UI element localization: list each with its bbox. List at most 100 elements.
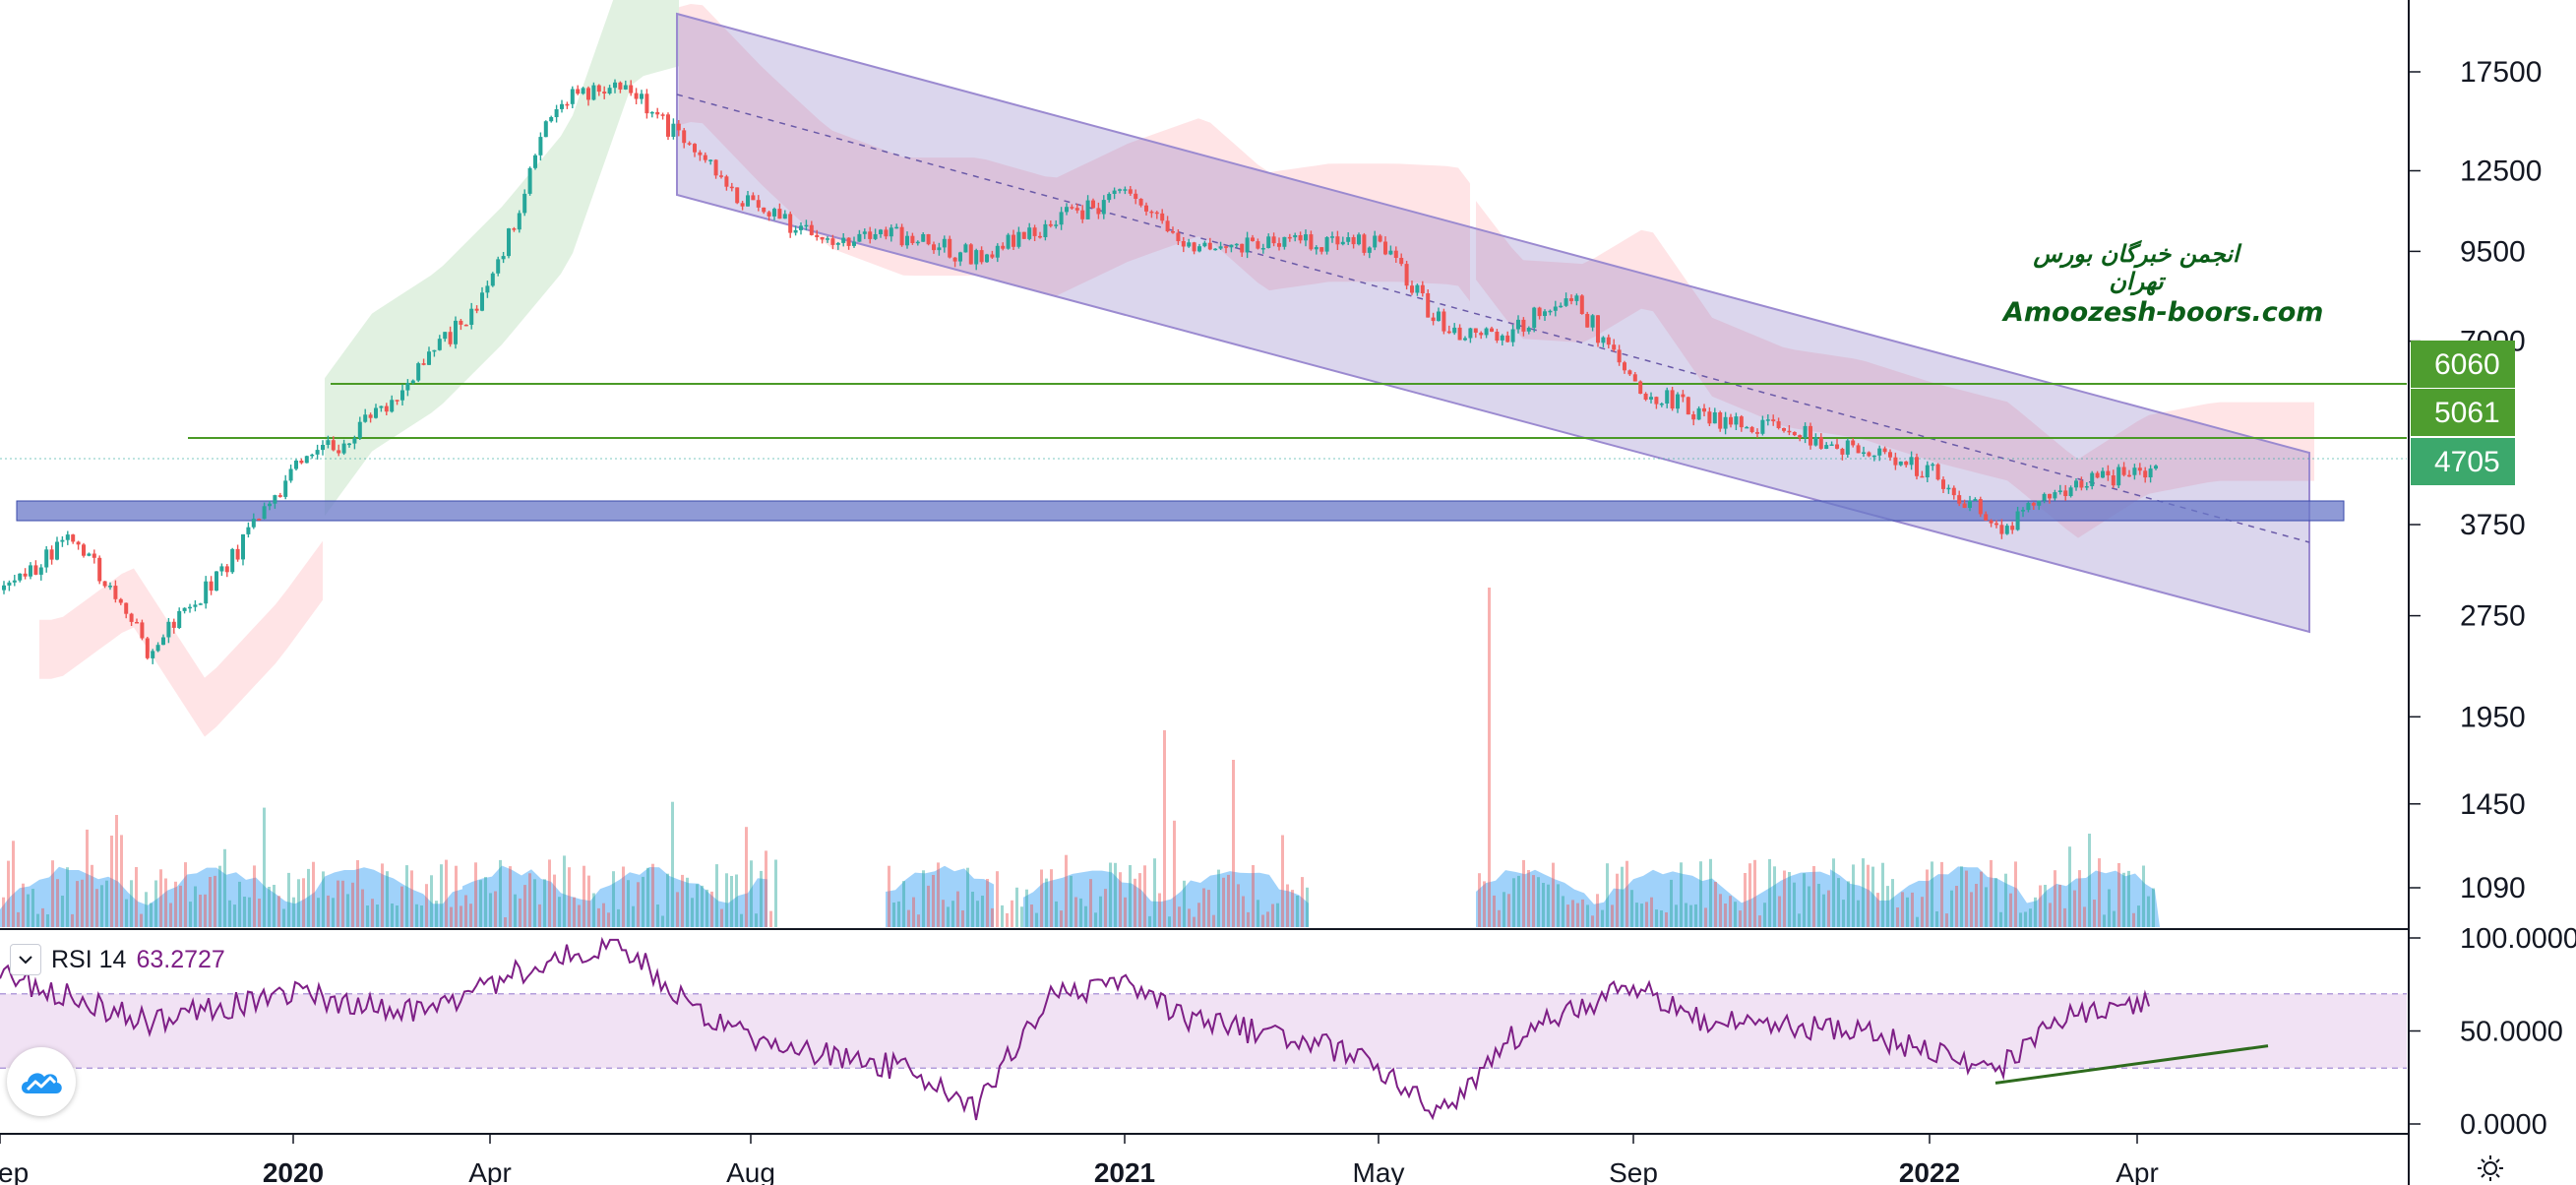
- volume-bars: [2, 588, 2155, 927]
- volume-bar: [204, 894, 207, 927]
- candle-body: [1118, 189, 1122, 191]
- volume-bar: [646, 867, 649, 927]
- candle-body: [1335, 236, 1340, 245]
- gear-icon[interactable]: [2474, 1154, 2507, 1183]
- volume-bar: [1916, 916, 1919, 927]
- rsi-divergence-line[interactable]: [1994, 1044, 2269, 1085]
- candle-body: [1877, 448, 1882, 456]
- volume-bar: [2093, 900, 2096, 927]
- tradingview-cloud-icon[interactable]: [7, 1047, 76, 1116]
- candle-body: [443, 332, 448, 340]
- candle-body: [830, 238, 835, 245]
- volume-bar: [2132, 912, 2135, 927]
- volume-bar: [135, 867, 138, 927]
- volume-bar: [730, 876, 733, 927]
- candle-body: [841, 237, 846, 243]
- time-axis-label: Sep: [1609, 1157, 1658, 1185]
- candle-body: [1532, 307, 1537, 329]
- candle-body: [60, 539, 65, 542]
- volume-bar: [332, 898, 335, 927]
- volume-bar: [902, 881, 905, 927]
- volume-bar: [1134, 878, 1136, 927]
- candle-body: [1643, 394, 1648, 400]
- candle-body: [1282, 236, 1287, 247]
- candle-body: [257, 519, 262, 521]
- descending-channel[interactable]: [676, 12, 2310, 634]
- volume-bar: [469, 904, 472, 927]
- volume-bar: [1960, 866, 1963, 927]
- candle-body: [1351, 237, 1356, 245]
- volume-bar: [691, 898, 694, 927]
- volume-bar: [932, 875, 935, 927]
- volume-bar: [371, 899, 374, 927]
- candle-body: [1798, 435, 1803, 438]
- volume-bar: [892, 903, 895, 927]
- volume-bar: [86, 829, 89, 927]
- time-axis-label: 2021: [1094, 1157, 1155, 1185]
- candle-body: [560, 103, 564, 109]
- candle-body: [1096, 208, 1101, 215]
- volume-bar: [2117, 863, 2120, 927]
- candle-body: [379, 405, 384, 408]
- horizontal-levels[interactable]: [0, 383, 2407, 460]
- volume-bar: [563, 855, 566, 927]
- volume-bar: [1537, 877, 1540, 927]
- candle-body: [640, 94, 644, 99]
- support-zone-rect[interactable]: [16, 500, 2345, 522]
- candle-body: [804, 224, 809, 227]
- volume-bar: [1901, 892, 1904, 927]
- volume-bar: [1970, 892, 1973, 927]
- chevron-down-icon[interactable]: [10, 944, 41, 975]
- rsi-axis[interactable]: 100.0000 50.0000 0.0000: [2409, 923, 2576, 1141]
- volume-bar: [2127, 870, 2130, 927]
- candle-body: [1484, 328, 1489, 336]
- volume-bar: [1994, 878, 1997, 927]
- candle-body: [2057, 490, 2062, 492]
- volume-bar: [282, 908, 285, 927]
- price-axis[interactable]: 17500125009500700037502750195014501090: [2409, 56, 2542, 904]
- channel-fill[interactable]: [676, 12, 2310, 634]
- volume-bar: [1670, 879, 1673, 927]
- candle-body: [65, 534, 70, 540]
- candle-body: [974, 250, 979, 265]
- price-axis-label: 3750: [2460, 509, 2526, 541]
- candle-body: [1463, 338, 1467, 341]
- volume-bar: [430, 875, 433, 927]
- candle-body: [1978, 499, 1983, 515]
- volume-bar: [1542, 883, 1545, 927]
- candle-body: [288, 468, 293, 481]
- volume-bar: [888, 865, 890, 927]
- candle-body: [634, 93, 639, 99]
- candle-body: [1048, 223, 1053, 226]
- volume-bar: [1143, 865, 1146, 927]
- volume-bar: [765, 850, 767, 927]
- volume-bar: [1045, 878, 1048, 927]
- candle-body: [1043, 223, 1048, 237]
- volume-bar: [1931, 861, 1933, 927]
- channel-median-line[interactable]: [676, 94, 2310, 543]
- candle-body: [1617, 349, 1622, 363]
- volume-bar: [346, 894, 349, 927]
- candle-body: [437, 339, 442, 350]
- volume-bar: [937, 862, 940, 927]
- candle-body: [1824, 445, 1829, 449]
- support-zone[interactable]: [16, 500, 2345, 522]
- volume-bar: [1129, 865, 1132, 927]
- volume-bar: [1557, 884, 1560, 927]
- volume-bar: [209, 877, 212, 927]
- candle-body: [782, 214, 787, 219]
- candle-body: [315, 450, 320, 455]
- time-axis[interactable]: ep 2020 Apr Aug 2021 May Sep 2022 Apr: [0, 1134, 2159, 1185]
- candle-body: [2068, 487, 2073, 496]
- candle-body: [2101, 470, 2105, 478]
- volume-bar: [1837, 878, 1840, 927]
- candle-body: [2154, 466, 2158, 469]
- volume-bar: [22, 883, 25, 927]
- candle-body: [1107, 194, 1112, 201]
- candle-body: [2048, 493, 2052, 499]
- volume-bar: [612, 871, 615, 927]
- volume-bar: [2009, 893, 2012, 927]
- price-axis-label: 1450: [2460, 788, 2526, 821]
- volume-bar: [2073, 890, 2076, 927]
